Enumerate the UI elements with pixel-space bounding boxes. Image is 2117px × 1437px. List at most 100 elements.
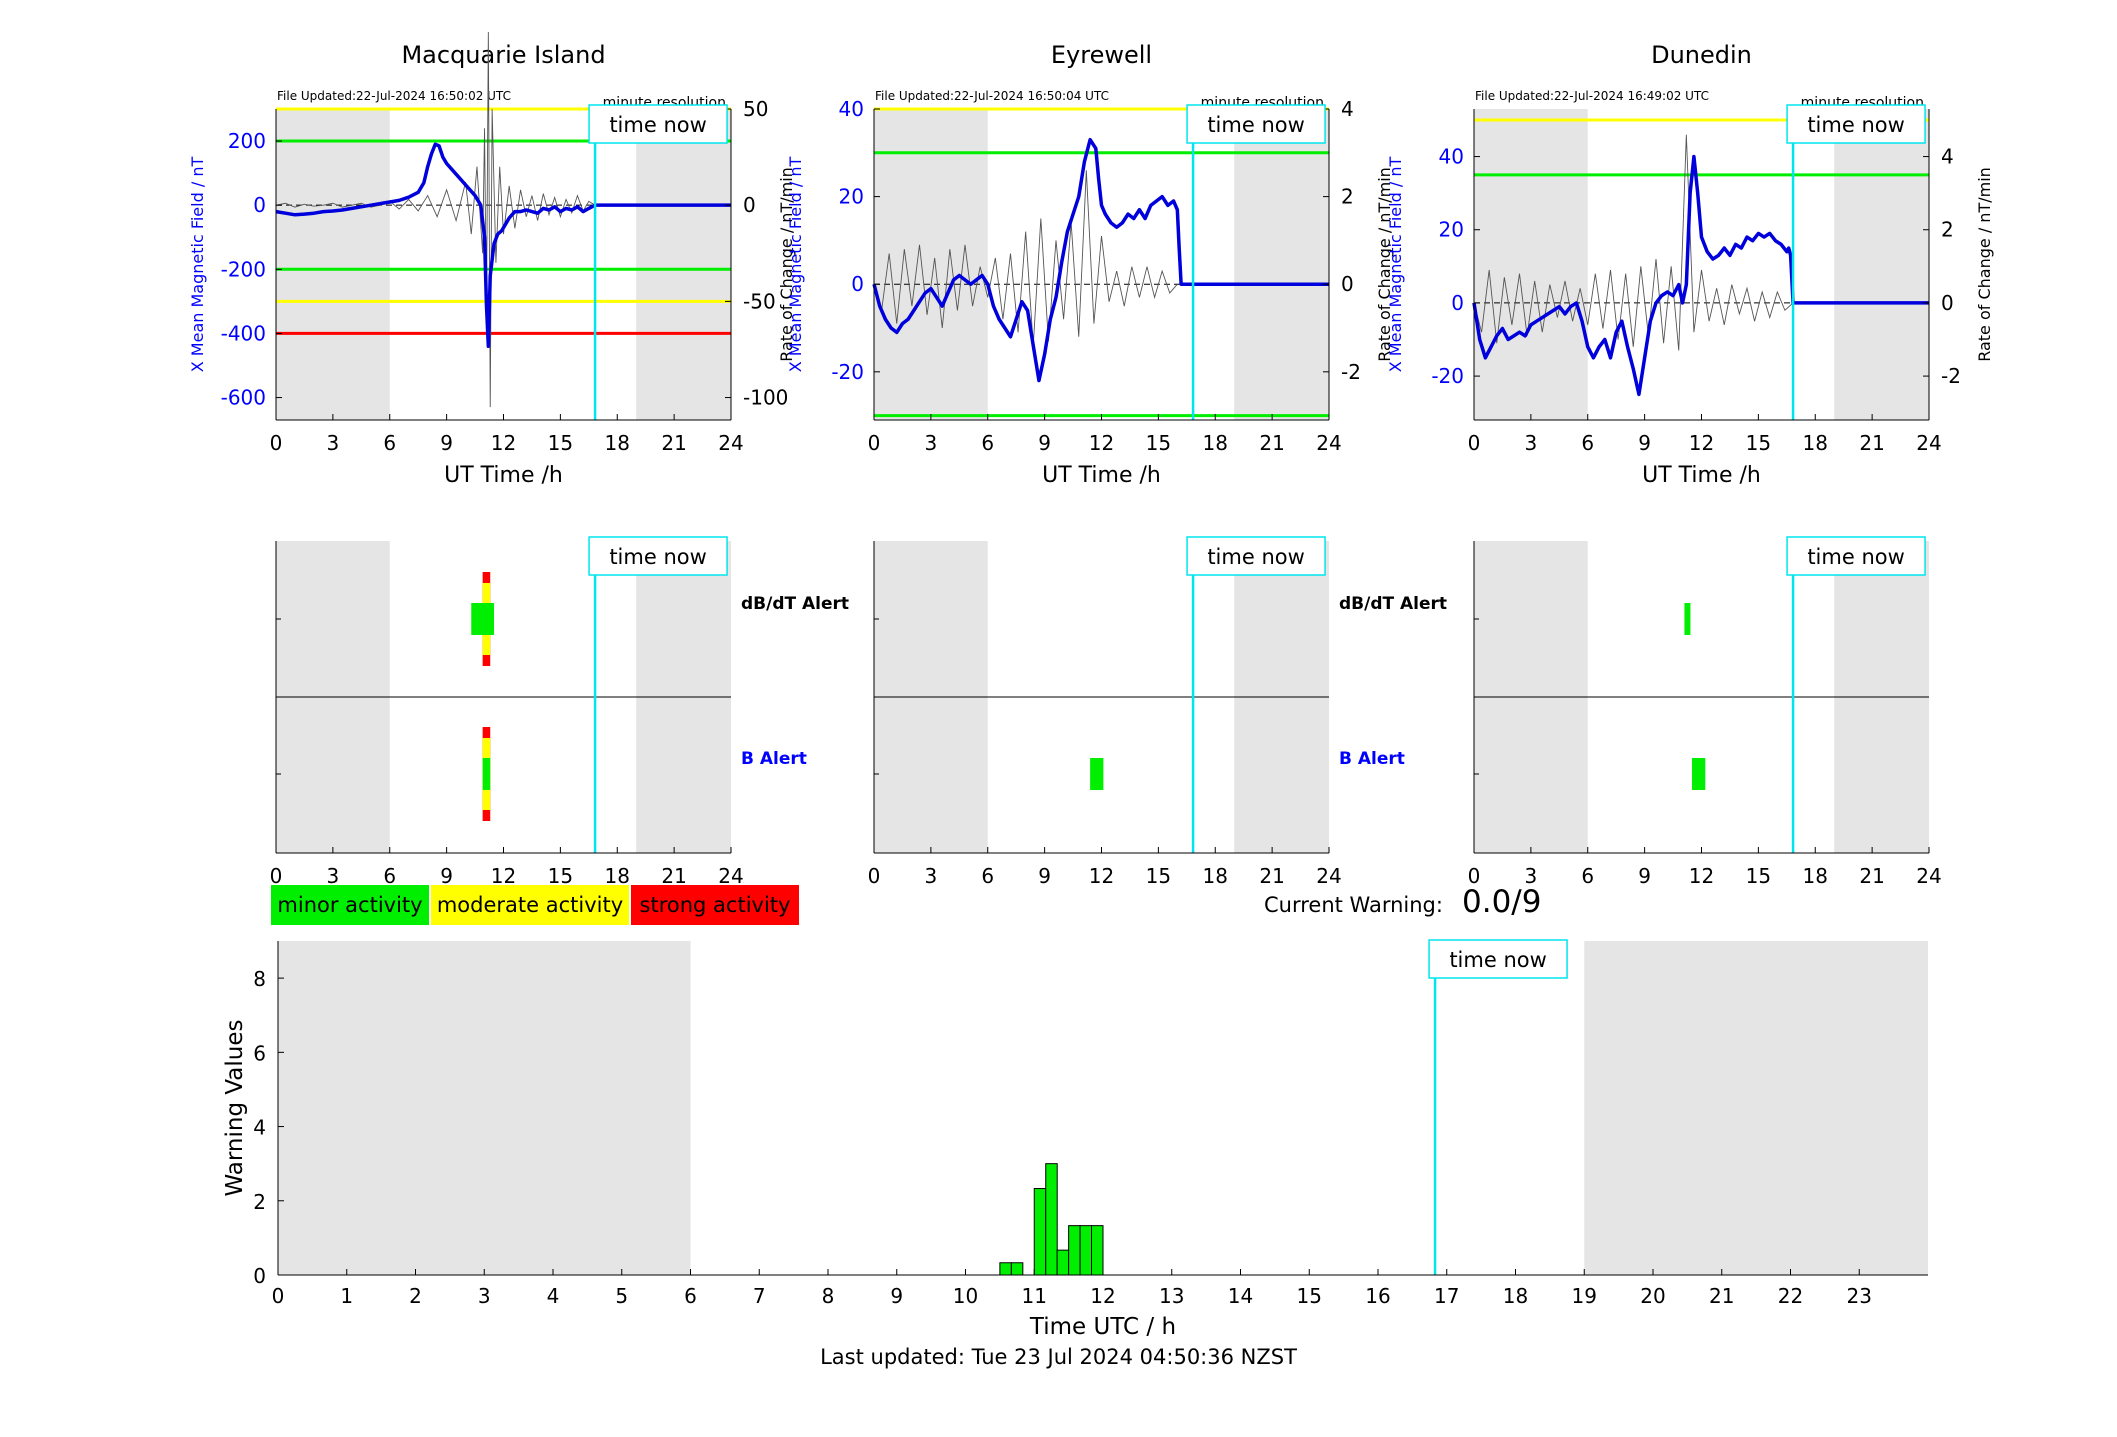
- warning-x-axis-label: Time UTC / h: [1029, 1314, 1176, 1340]
- y-axis-label: X Mean Magnetic Field / nT: [188, 157, 207, 373]
- y2-tick-label: 0: [1341, 272, 1354, 296]
- x-tick-label: 17: [1434, 1284, 1459, 1308]
- x-tick-label: 0: [270, 864, 283, 888]
- x-axis-label: UT Time /h: [1642, 463, 1761, 488]
- x-tick-label: 9: [1038, 431, 1051, 455]
- time-now-top-group: time now: [1186, 104, 1326, 144]
- station-panel-0: Macquarie Island File Updated:22-Jul-2024…: [188, 32, 796, 488]
- time-now-top-label: time now: [1807, 113, 1904, 137]
- current-warning-label: Current Warning:: [1264, 893, 1443, 917]
- x-tick-label: 3: [1525, 864, 1538, 888]
- alert-panel-0: 0 3 6 9 12 15 18 21 24 dB/dT Alert B Alert: [270, 541, 849, 888]
- y2-axis-label: Rate of Change / nT/min: [1375, 167, 1394, 362]
- x-tick-label: 8: [822, 1284, 835, 1308]
- time-now-bottom-box: [1428, 939, 1568, 979]
- station-title: Macquarie Island: [401, 41, 605, 69]
- x-tick-label: 9: [440, 431, 453, 455]
- x-tick-label: 22: [1778, 1284, 1803, 1308]
- y2-tick-label: 0: [743, 193, 756, 217]
- y2-tick-label: 4: [1941, 145, 1954, 169]
- x-tick-label: 2: [409, 1284, 422, 1308]
- time-now-mid-group: time now: [1786, 536, 1926, 576]
- night-shade: [276, 109, 390, 420]
- time-now-mid-group: time now: [588, 536, 728, 576]
- x-tick-label: 7: [753, 1284, 766, 1308]
- time-now-bottom-group: time now: [1428, 939, 1568, 979]
- x-tick-label: 15: [548, 431, 573, 455]
- x-axis-label: UT Time /h: [1042, 463, 1161, 488]
- time-now-top-box: [588, 104, 728, 144]
- x-tick-label: 24: [1916, 431, 1941, 455]
- x-tick-label: 10: [953, 1284, 978, 1308]
- warning-bar: [1056, 1249, 1070, 1276]
- night-shade: [278, 941, 691, 1275]
- alert-panel-1: 0 3 6 9 12 15 18 21 24 dB/dT Alert B Alert: [868, 541, 1447, 888]
- y-tick-label: -400: [221, 321, 266, 345]
- x-tick-label: 18: [605, 864, 630, 888]
- y-axis-label: X Mean Magnetic Field / nT: [786, 157, 805, 373]
- night-shade: [1584, 941, 1928, 1275]
- time-now-top-group: time now: [1786, 104, 1926, 144]
- x-tick-label: 3: [478, 1284, 491, 1308]
- x-tick-label: 3: [925, 431, 938, 455]
- time-now-top-label: time now: [1207, 113, 1304, 137]
- x-tick-label: 21: [1859, 431, 1884, 455]
- y2-axis-label: Rate of Change / nT/min: [777, 167, 796, 362]
- y2-tick-label: -2: [1341, 360, 1361, 384]
- x-tick-label: 11: [1022, 1284, 1047, 1308]
- y2-tick-label: -2: [1941, 364, 1961, 388]
- time-now-mid-group: time now: [1186, 536, 1326, 576]
- x-tick-label: 19: [1572, 1284, 1597, 1308]
- b-alert-minor: [482, 758, 491, 790]
- x-tick-label: 24: [718, 431, 743, 455]
- x-tick-label: 3: [925, 864, 938, 888]
- y2-tick-label: 2: [1941, 218, 1954, 242]
- x-tick-label: 15: [1297, 1284, 1322, 1308]
- x-tick-label: 6: [1581, 431, 1594, 455]
- night-shade: [1234, 109, 1329, 420]
- x-tick-label: 15: [1146, 431, 1171, 455]
- x-tick-label: 12: [491, 864, 516, 888]
- dbdt-alert-label: dB/dT Alert: [741, 594, 849, 614]
- file-updated-label: File Updated:22-Jul-2024 16:49:02 UTC: [1475, 89, 1709, 103]
- legend-minor: minor activity: [271, 885, 429, 925]
- x-tick-label: 18: [1203, 431, 1228, 455]
- x-tick-label: 0: [868, 431, 881, 455]
- x-tick-label: 16: [1365, 1284, 1390, 1308]
- x-tick-label: 21: [1709, 1284, 1734, 1308]
- y2-tick-label: 2: [1341, 185, 1354, 209]
- x-tick-label: 6: [981, 864, 994, 888]
- x-tick-label: 9: [440, 864, 453, 888]
- y-tick-label: 40: [839, 97, 864, 121]
- night-shade: [1474, 109, 1588, 420]
- x-tick-label: 15: [1746, 431, 1771, 455]
- y-tick-label: -20: [831, 360, 864, 384]
- night-shade: [1834, 109, 1929, 420]
- x-tick-label: 3: [327, 864, 340, 888]
- warning-bar: [1091, 1225, 1104, 1276]
- y-tick-label: 20: [839, 185, 864, 209]
- x-tick-label: 9: [890, 1284, 903, 1308]
- x-tick-label: 0: [1468, 864, 1481, 888]
- y-axis-label: X Mean Magnetic Field / nT: [1386, 157, 1405, 373]
- x-tick-label: 18: [605, 431, 630, 455]
- warning-y-axis-label: Warning Values: [222, 1019, 248, 1196]
- y-tick-label: -600: [221, 386, 266, 410]
- last-updated: Last updated: Tue 23 Jul 2024 04:50:36 N…: [820, 1345, 1297, 1369]
- x-tick-label: 12: [491, 431, 516, 455]
- x-tick-label: 24: [1316, 864, 1341, 888]
- warning-bar: [999, 1262, 1012, 1276]
- y-tick-label: 0: [851, 272, 864, 296]
- night-shade: [874, 109, 988, 420]
- warning-bar: [1045, 1163, 1058, 1276]
- x-tick-label: 23: [1847, 1284, 1872, 1308]
- x-tick-label: 21: [1259, 431, 1284, 455]
- y-tick-label: -200: [221, 257, 266, 281]
- station-panel-2: Dunedin File Updated:22-Jul-2024 16:49:02…: [1386, 41, 1994, 488]
- x-tick-label: 18: [1803, 431, 1828, 455]
- y-tick-label: 8: [253, 967, 266, 991]
- time-now-top-label: time now: [609, 113, 706, 137]
